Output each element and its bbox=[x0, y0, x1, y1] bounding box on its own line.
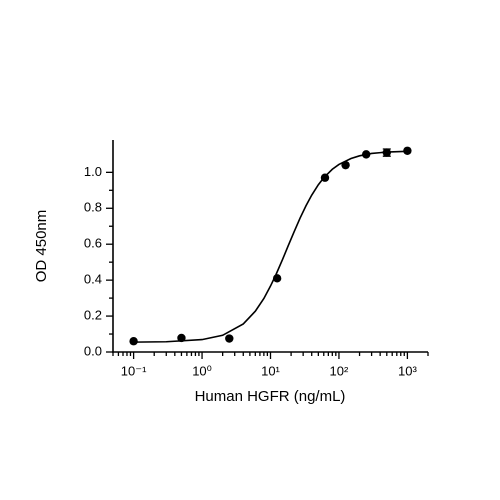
y-tick-label: 0.8 bbox=[84, 200, 102, 215]
data-point bbox=[320, 173, 330, 182]
x-axis-label: Human HGFR (ng/mL) bbox=[195, 388, 346, 405]
x-tick-label: 10⁰ bbox=[192, 363, 212, 378]
fit-curve bbox=[133, 150, 408, 343]
x-tick-label: 10² bbox=[330, 363, 349, 378]
y-tick-label: 1.0 bbox=[84, 164, 102, 179]
data-point bbox=[403, 146, 412, 155]
data-point bbox=[361, 150, 371, 159]
x-tick-label: 10⁻¹ bbox=[121, 363, 147, 378]
y-tick-label: 0.2 bbox=[84, 308, 102, 323]
x-tick-label: 10³ bbox=[398, 363, 417, 378]
data-point bbox=[177, 333, 186, 343]
y-tick-label: 0.0 bbox=[84, 343, 102, 358]
data-point bbox=[129, 337, 138, 346]
y-tick-label: 0.4 bbox=[84, 272, 102, 287]
y-axis-label: OD 450nm bbox=[33, 210, 50, 283]
data-point bbox=[382, 148, 391, 157]
data-point bbox=[272, 274, 282, 283]
data-point bbox=[225, 334, 234, 343]
x-tick-label: 10¹ bbox=[261, 363, 280, 378]
y-tick-label: 0.6 bbox=[84, 236, 102, 251]
data-point bbox=[341, 160, 350, 170]
